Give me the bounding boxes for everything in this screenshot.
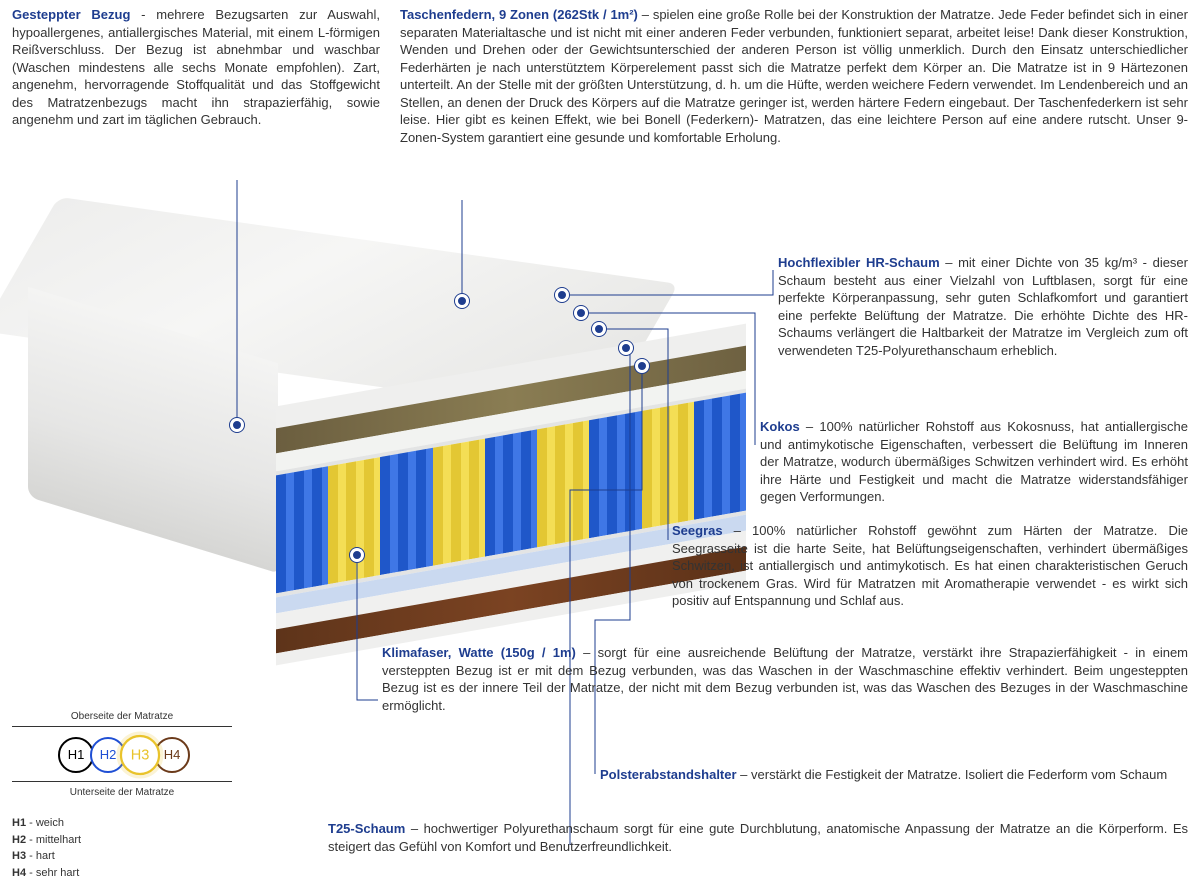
hardness-legend: Oberseite der Matratze H1H2H3H4 Untersei… [12, 710, 232, 881]
legend-item-h3: H3 - hart [12, 848, 232, 865]
klima-dash: – [576, 645, 598, 660]
legend-top-label: Oberseite der Matratze [12, 710, 232, 724]
legend-bottom-label: Unterseite der Matratze [12, 786, 232, 800]
bezug-body: mehrere Bezugsarten zur Auswahl, hypoall… [12, 7, 380, 127]
t25-body: hochwertiger Polyurethanschaum sorgt für… [328, 821, 1188, 854]
bezug-title: Gesteppter Bezug [12, 7, 130, 22]
seegras-title: Seegras [672, 523, 723, 538]
marker-bezug [230, 418, 244, 432]
seegras-dash: – [723, 523, 752, 538]
marker-polster [619, 341, 633, 355]
kokos-body: 100% natürlicher Rohstoff aus Kokosnuss,… [760, 419, 1188, 504]
bezug-dash: - [130, 7, 156, 22]
klima-block: Klimafaser, Watte (150g / 1m) – sorgt fü… [382, 644, 1188, 714]
hardness-circle-h1: H1 [58, 737, 94, 773]
marker-klima [350, 548, 364, 562]
polster-title: Polsterabstandshalter [600, 767, 737, 782]
legend-item-h4: H4 - sehr hart [12, 865, 232, 882]
hr-body: mit einer Dichte von 35 kg/m³ - dieser S… [778, 255, 1188, 358]
hr-block: Hochflexibler HR-Schaum – mit einer Dich… [778, 254, 1188, 359]
federn-title: Taschenfedern, 9 Zonen (262Stk / 1m²) [400, 7, 638, 22]
marker-hr [555, 288, 569, 302]
legend-circles: H1H2H3H4 [12, 731, 232, 779]
t25-dash: – [405, 821, 423, 836]
polster-block: Polsterabstandshalter – verstärkt die Fe… [600, 766, 1188, 784]
hardness-circle-h3: H3 [120, 734, 160, 774]
klima-title: Klimafaser, Watte (150g / 1m) [382, 645, 576, 660]
polster-body: verstärkt die Festigkeit der Matratze. I… [751, 767, 1167, 782]
marker-seegras [592, 322, 606, 336]
kokos-block: Kokos – 100% natürlicher Rohstoff aus Ko… [760, 418, 1188, 506]
hr-dash: – [940, 255, 958, 270]
federn-dash: – [638, 7, 653, 22]
kokos-dash: – [800, 419, 820, 434]
mattress-illustration [20, 235, 750, 615]
seegras-block: Seegras – 100% natürlicher Rohstoff gewö… [672, 522, 1188, 610]
top-left-block: Gesteppter Bezug - mehrere Bezugsarten z… [12, 6, 380, 146]
federn-body: spielen eine große Rolle bei der Konstru… [400, 7, 1188, 145]
marker-t25 [635, 359, 649, 373]
legend-item-h2: H2 - mittelhart [12, 832, 232, 849]
t25-block: T25-Schaum – hochwertiger Polyurethansch… [328, 820, 1188, 855]
t25-title: T25-Schaum [328, 821, 405, 836]
polster-dash: – [737, 767, 751, 782]
marker-kokos [574, 306, 588, 320]
top-right-block: Taschenfedern, 9 Zonen (262Stk / 1m²) – … [400, 6, 1188, 146]
kokos-title: Kokos [760, 419, 800, 434]
hr-title: Hochflexibler HR-Schaum [778, 255, 940, 270]
marker-federn [455, 294, 469, 308]
legend-items: H1 - weichH2 - mittelhartH3 - hartH4 - s… [12, 815, 232, 881]
legend-item-h1: H1 - weich [12, 815, 232, 832]
